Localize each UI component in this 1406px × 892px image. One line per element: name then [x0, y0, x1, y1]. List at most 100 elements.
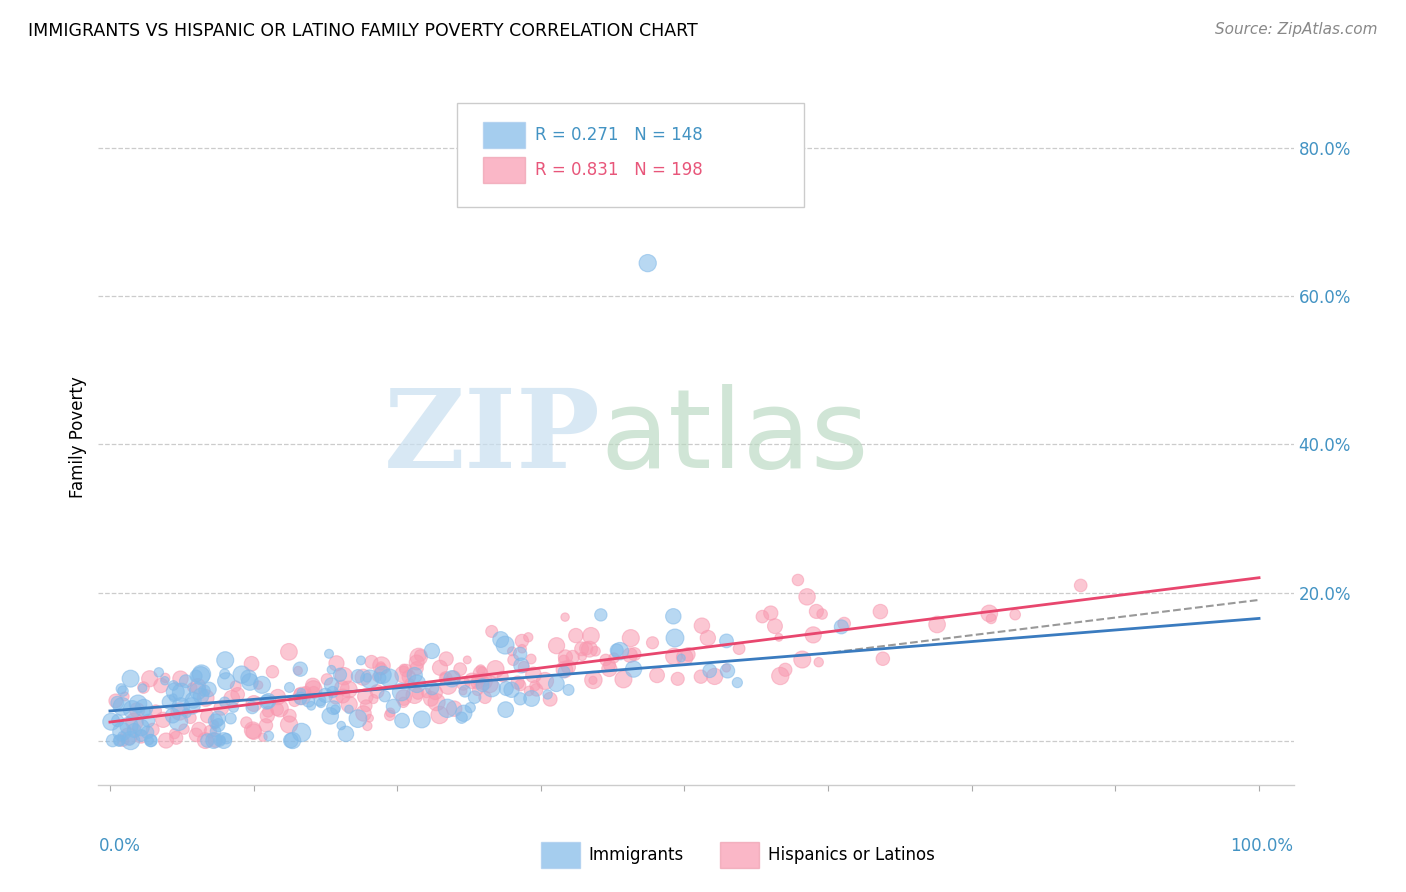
- Point: [363, 692, 385, 706]
- Point: [716, 661, 738, 675]
- Point: [371, 668, 394, 682]
- Text: R = 0.831   N = 198: R = 0.831 N = 198: [534, 161, 703, 179]
- Point: [190, 689, 212, 703]
- Point: [136, 725, 159, 739]
- Point: [330, 718, 353, 732]
- Point: [100, 714, 122, 729]
- Point: [295, 684, 318, 698]
- Point: [335, 727, 357, 741]
- Point: [219, 711, 242, 725]
- Point: [169, 672, 191, 686]
- Point: [623, 647, 645, 661]
- Bar: [541, 842, 581, 869]
- Point: [257, 729, 280, 743]
- Point: [176, 706, 198, 720]
- Point: [209, 733, 232, 747]
- Point: [127, 703, 149, 717]
- Point: [226, 687, 249, 701]
- Point: [138, 733, 160, 747]
- Point: [411, 713, 433, 727]
- Point: [582, 673, 605, 687]
- Text: Hispanics or Latinos: Hispanics or Latinos: [768, 847, 935, 864]
- Point: [297, 694, 319, 708]
- Point: [582, 673, 605, 688]
- Point: [453, 706, 475, 721]
- Point: [198, 682, 221, 697]
- Point: [589, 607, 612, 622]
- Point: [520, 652, 543, 666]
- Point: [478, 677, 501, 691]
- Point: [207, 711, 229, 725]
- Point: [204, 733, 226, 747]
- Point: [763, 619, 786, 633]
- Point: [111, 724, 134, 739]
- Point: [645, 668, 668, 682]
- Point: [170, 685, 193, 699]
- Point: [131, 729, 153, 743]
- Point: [120, 672, 142, 686]
- Point: [256, 708, 278, 723]
- Point: [173, 722, 195, 736]
- Point: [231, 667, 253, 681]
- Point: [398, 676, 420, 690]
- Point: [598, 662, 620, 676]
- Point: [118, 733, 141, 747]
- Point: [360, 655, 382, 669]
- Point: [157, 695, 180, 709]
- Point: [484, 662, 506, 676]
- Point: [250, 678, 273, 692]
- Point: [470, 663, 492, 677]
- Point: [204, 714, 226, 728]
- Point: [389, 685, 412, 699]
- Point: [152, 713, 174, 727]
- Point: [510, 634, 533, 648]
- Point: [366, 670, 388, 684]
- Point: [278, 708, 301, 723]
- Point: [598, 658, 620, 673]
- Point: [190, 668, 212, 682]
- Point: [595, 653, 617, 667]
- Point: [451, 676, 474, 690]
- Point: [314, 689, 336, 703]
- Point: [392, 690, 415, 705]
- Point: [606, 643, 628, 657]
- Point: [162, 690, 184, 705]
- Point: [235, 715, 257, 730]
- Point: [329, 667, 352, 681]
- Point: [347, 712, 370, 726]
- Point: [163, 727, 186, 741]
- Point: [188, 723, 211, 737]
- Text: atlas: atlas: [600, 384, 869, 491]
- Point: [429, 708, 451, 723]
- Point: [184, 669, 207, 683]
- Point: [184, 728, 207, 742]
- Point: [337, 702, 360, 716]
- Point: [194, 733, 217, 747]
- Point: [526, 682, 548, 697]
- Y-axis label: Family Poverty: Family Poverty: [69, 376, 87, 498]
- Point: [510, 658, 533, 673]
- Point: [262, 665, 284, 679]
- Point: [202, 717, 225, 731]
- Point: [405, 656, 427, 670]
- Point: [517, 630, 540, 644]
- Point: [494, 638, 516, 652]
- Point: [321, 663, 343, 677]
- Point: [302, 682, 325, 697]
- Point: [101, 733, 124, 747]
- Point: [436, 701, 458, 715]
- Point: [807, 655, 830, 669]
- Point: [458, 700, 481, 714]
- Point: [242, 723, 264, 738]
- Point: [215, 674, 238, 689]
- Text: Immigrants: Immigrants: [589, 847, 683, 864]
- Point: [759, 606, 782, 620]
- Point: [925, 617, 948, 632]
- Point: [666, 672, 689, 686]
- Point: [620, 631, 643, 645]
- Point: [565, 629, 588, 643]
- Point: [243, 697, 266, 711]
- Point: [366, 684, 388, 698]
- Point: [434, 652, 457, 666]
- Point: [557, 660, 579, 674]
